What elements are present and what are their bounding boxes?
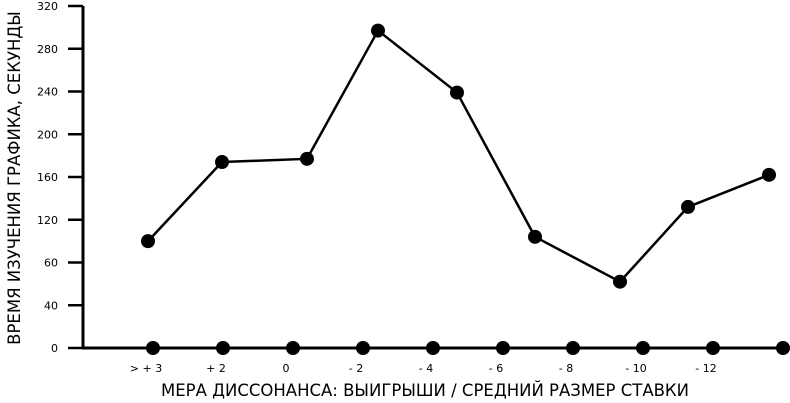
y-axis-label: ВРЕМЯ ИЗУЧЕНИЯ ГРАФИКА, СЕКУНДЫ bbox=[5, 11, 24, 345]
data-point bbox=[141, 234, 155, 249]
y-tick-label: 280 bbox=[37, 43, 58, 56]
x-tick-label: 0 bbox=[283, 362, 290, 375]
x-tick-label: > + 3 bbox=[130, 362, 162, 375]
y-tick-label: 240 bbox=[37, 86, 58, 99]
data-point bbox=[528, 229, 542, 244]
y-tick-label: 320 bbox=[37, 0, 58, 13]
y-tick-label: 200 bbox=[37, 128, 58, 141]
x-tick-label: - 10 bbox=[625, 362, 646, 375]
data-point bbox=[371, 23, 385, 38]
x-tick-label: - 8 bbox=[559, 362, 573, 375]
y-tick-label: 0 bbox=[51, 342, 58, 355]
y-tick-label: 60 bbox=[44, 257, 58, 270]
y-tick-label: 160 bbox=[37, 171, 58, 184]
x-tick-label: + 2 bbox=[206, 362, 226, 375]
series-line bbox=[147, 28, 770, 284]
data-point bbox=[215, 155, 229, 170]
y-tick-label: 40 bbox=[44, 299, 58, 312]
data-point bbox=[762, 167, 776, 182]
x-axis-label: МЕРА ДИССОНАНСА: ВЫИГРЫШИ / СРЕДНИЙ РАЗМ… bbox=[161, 381, 689, 400]
x-tick-label: - 2 bbox=[349, 362, 363, 375]
data-point bbox=[450, 85, 464, 100]
data-point bbox=[681, 199, 695, 214]
x-tick-label: - 4 bbox=[419, 362, 433, 375]
data-point bbox=[613, 274, 627, 289]
data-point bbox=[300, 151, 314, 166]
x-tick-label: - 12 bbox=[695, 362, 716, 375]
x-tick-label: - 6 bbox=[489, 362, 503, 375]
y-tick-label: 120 bbox=[37, 214, 58, 227]
